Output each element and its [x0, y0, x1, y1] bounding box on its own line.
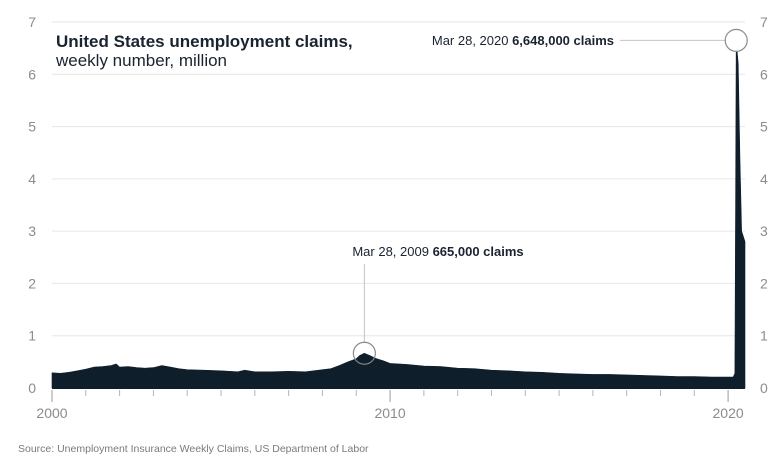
claims-area	[51, 40, 746, 389]
annotation-date: Mar 28, 2009	[352, 244, 432, 259]
source-note: Source: Unemployment Insurance Weekly Cl…	[18, 443, 369, 455]
y-tick-label-right: 1	[760, 328, 768, 344]
axis-layer: 0 0 1 1 2 2 3 3 4 4 5 5 6 6 7 7 2000 2010 2020	[28, 14, 768, 421]
y-tick-label-right: 4	[760, 171, 768, 187]
annotation-marker-2020	[724, 28, 748, 53]
y-tick-label-left: 1	[28, 328, 36, 344]
area-layer	[51, 40, 746, 389]
title-block: United States unemployment claims, weekl…	[55, 32, 353, 70]
annotation-layer: Mar 28, 2020 6,648,000 claims Mar 28, 200…	[352, 28, 748, 365]
y-tick-label-left: 2	[28, 275, 36, 291]
x-tick-label: 2000	[36, 405, 67, 421]
y-tick-label-left: 3	[28, 223, 36, 239]
y-tick-label-right: 6	[760, 66, 768, 82]
x-tick-label: 2020	[713, 405, 744, 421]
y-tick-label-right: 0	[760, 380, 768, 396]
chart-subtitle-text: weekly number, million	[55, 51, 227, 70]
y-tick-label-right: 5	[760, 119, 768, 135]
y-tick-label-left: 6	[28, 66, 36, 82]
y-tick-label-left: 7	[28, 14, 36, 30]
annotation-label-2020: Mar 28, 2020 6,648,000 claims	[432, 33, 614, 48]
annotation-value: 665,000 claims	[433, 244, 524, 259]
y-tick-label-right: 7	[760, 14, 768, 30]
y-tick-label-left: 4	[28, 171, 36, 187]
y-tick-label-left: 5	[28, 119, 36, 135]
y-tick-label-left: 0	[28, 380, 36, 396]
chart-title: United States unemployment claims,	[56, 32, 353, 51]
annotation-date: Mar 28, 2020	[432, 33, 512, 48]
y-tick-label-right: 2	[760, 275, 768, 291]
grid-layer	[52, 21, 745, 337]
chart-subtitle: weekly number, million	[55, 51, 227, 70]
annotation-value: 6,648,000 claims	[512, 33, 614, 48]
chart-title-text: United States unemployment claims,	[56, 32, 353, 51]
x-tick-label: 2010	[374, 405, 405, 421]
annotation-marker-2009	[352, 341, 376, 365]
y-tick-label-right: 3	[760, 223, 768, 239]
annotation-label-2009: Mar 28, 2009 665,000 claims	[352, 244, 523, 259]
